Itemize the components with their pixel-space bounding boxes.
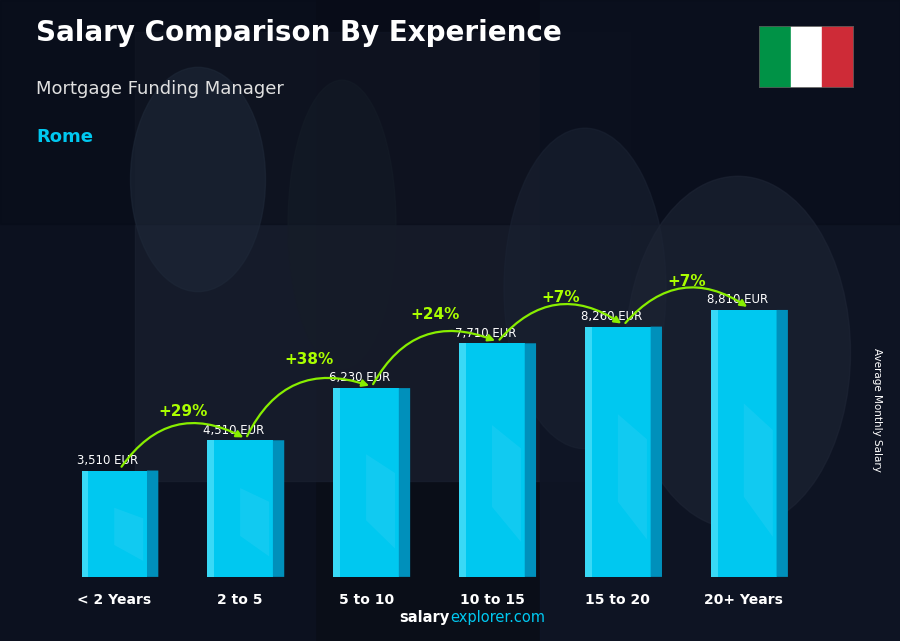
Text: 4,510 EUR: 4,510 EUR xyxy=(203,424,265,437)
Bar xyxy=(585,327,651,577)
Text: +24%: +24% xyxy=(410,307,459,322)
Bar xyxy=(333,388,399,577)
Ellipse shape xyxy=(504,128,666,449)
Text: +7%: +7% xyxy=(541,290,580,305)
Polygon shape xyxy=(366,454,395,549)
Bar xyxy=(791,26,822,88)
Text: 8,810 EUR: 8,810 EUR xyxy=(707,294,768,306)
Text: salary: salary xyxy=(400,610,450,625)
Bar xyxy=(135,32,630,481)
Text: Salary Comparison By Experience: Salary Comparison By Experience xyxy=(36,19,562,47)
Bar xyxy=(82,470,147,577)
Polygon shape xyxy=(114,508,143,561)
Ellipse shape xyxy=(288,80,396,369)
Polygon shape xyxy=(651,327,662,577)
Bar xyxy=(711,310,777,577)
Text: +7%: +7% xyxy=(667,274,706,288)
Polygon shape xyxy=(240,488,269,556)
Polygon shape xyxy=(585,327,592,577)
Bar xyxy=(0,0,315,641)
Text: 7,710 EUR: 7,710 EUR xyxy=(455,327,517,340)
Bar xyxy=(0,0,900,224)
Ellipse shape xyxy=(130,67,266,292)
Polygon shape xyxy=(711,310,718,577)
Text: Average Monthly Salary: Average Monthly Salary xyxy=(872,348,883,472)
Text: 6,230 EUR: 6,230 EUR xyxy=(329,372,391,385)
Polygon shape xyxy=(207,440,214,577)
Text: +29%: +29% xyxy=(158,404,208,419)
Text: 8,260 EUR: 8,260 EUR xyxy=(581,310,643,323)
Bar xyxy=(540,0,900,641)
Polygon shape xyxy=(273,440,284,577)
Bar xyxy=(822,26,853,88)
Ellipse shape xyxy=(626,176,850,529)
Polygon shape xyxy=(492,425,521,542)
Text: +38%: +38% xyxy=(284,352,333,367)
Polygon shape xyxy=(525,344,536,577)
Bar xyxy=(459,344,525,577)
Text: 3,510 EUR: 3,510 EUR xyxy=(77,454,139,467)
Polygon shape xyxy=(399,388,410,577)
Polygon shape xyxy=(618,414,647,539)
Polygon shape xyxy=(333,388,340,577)
Polygon shape xyxy=(147,470,158,577)
Text: Mortgage Funding Manager: Mortgage Funding Manager xyxy=(36,80,284,98)
Polygon shape xyxy=(459,344,466,577)
Bar xyxy=(207,440,273,577)
Bar xyxy=(760,26,791,88)
Polygon shape xyxy=(777,310,788,577)
Text: explorer.com: explorer.com xyxy=(450,610,545,625)
Text: Rome: Rome xyxy=(36,128,93,146)
Polygon shape xyxy=(82,470,88,577)
Polygon shape xyxy=(743,403,773,537)
